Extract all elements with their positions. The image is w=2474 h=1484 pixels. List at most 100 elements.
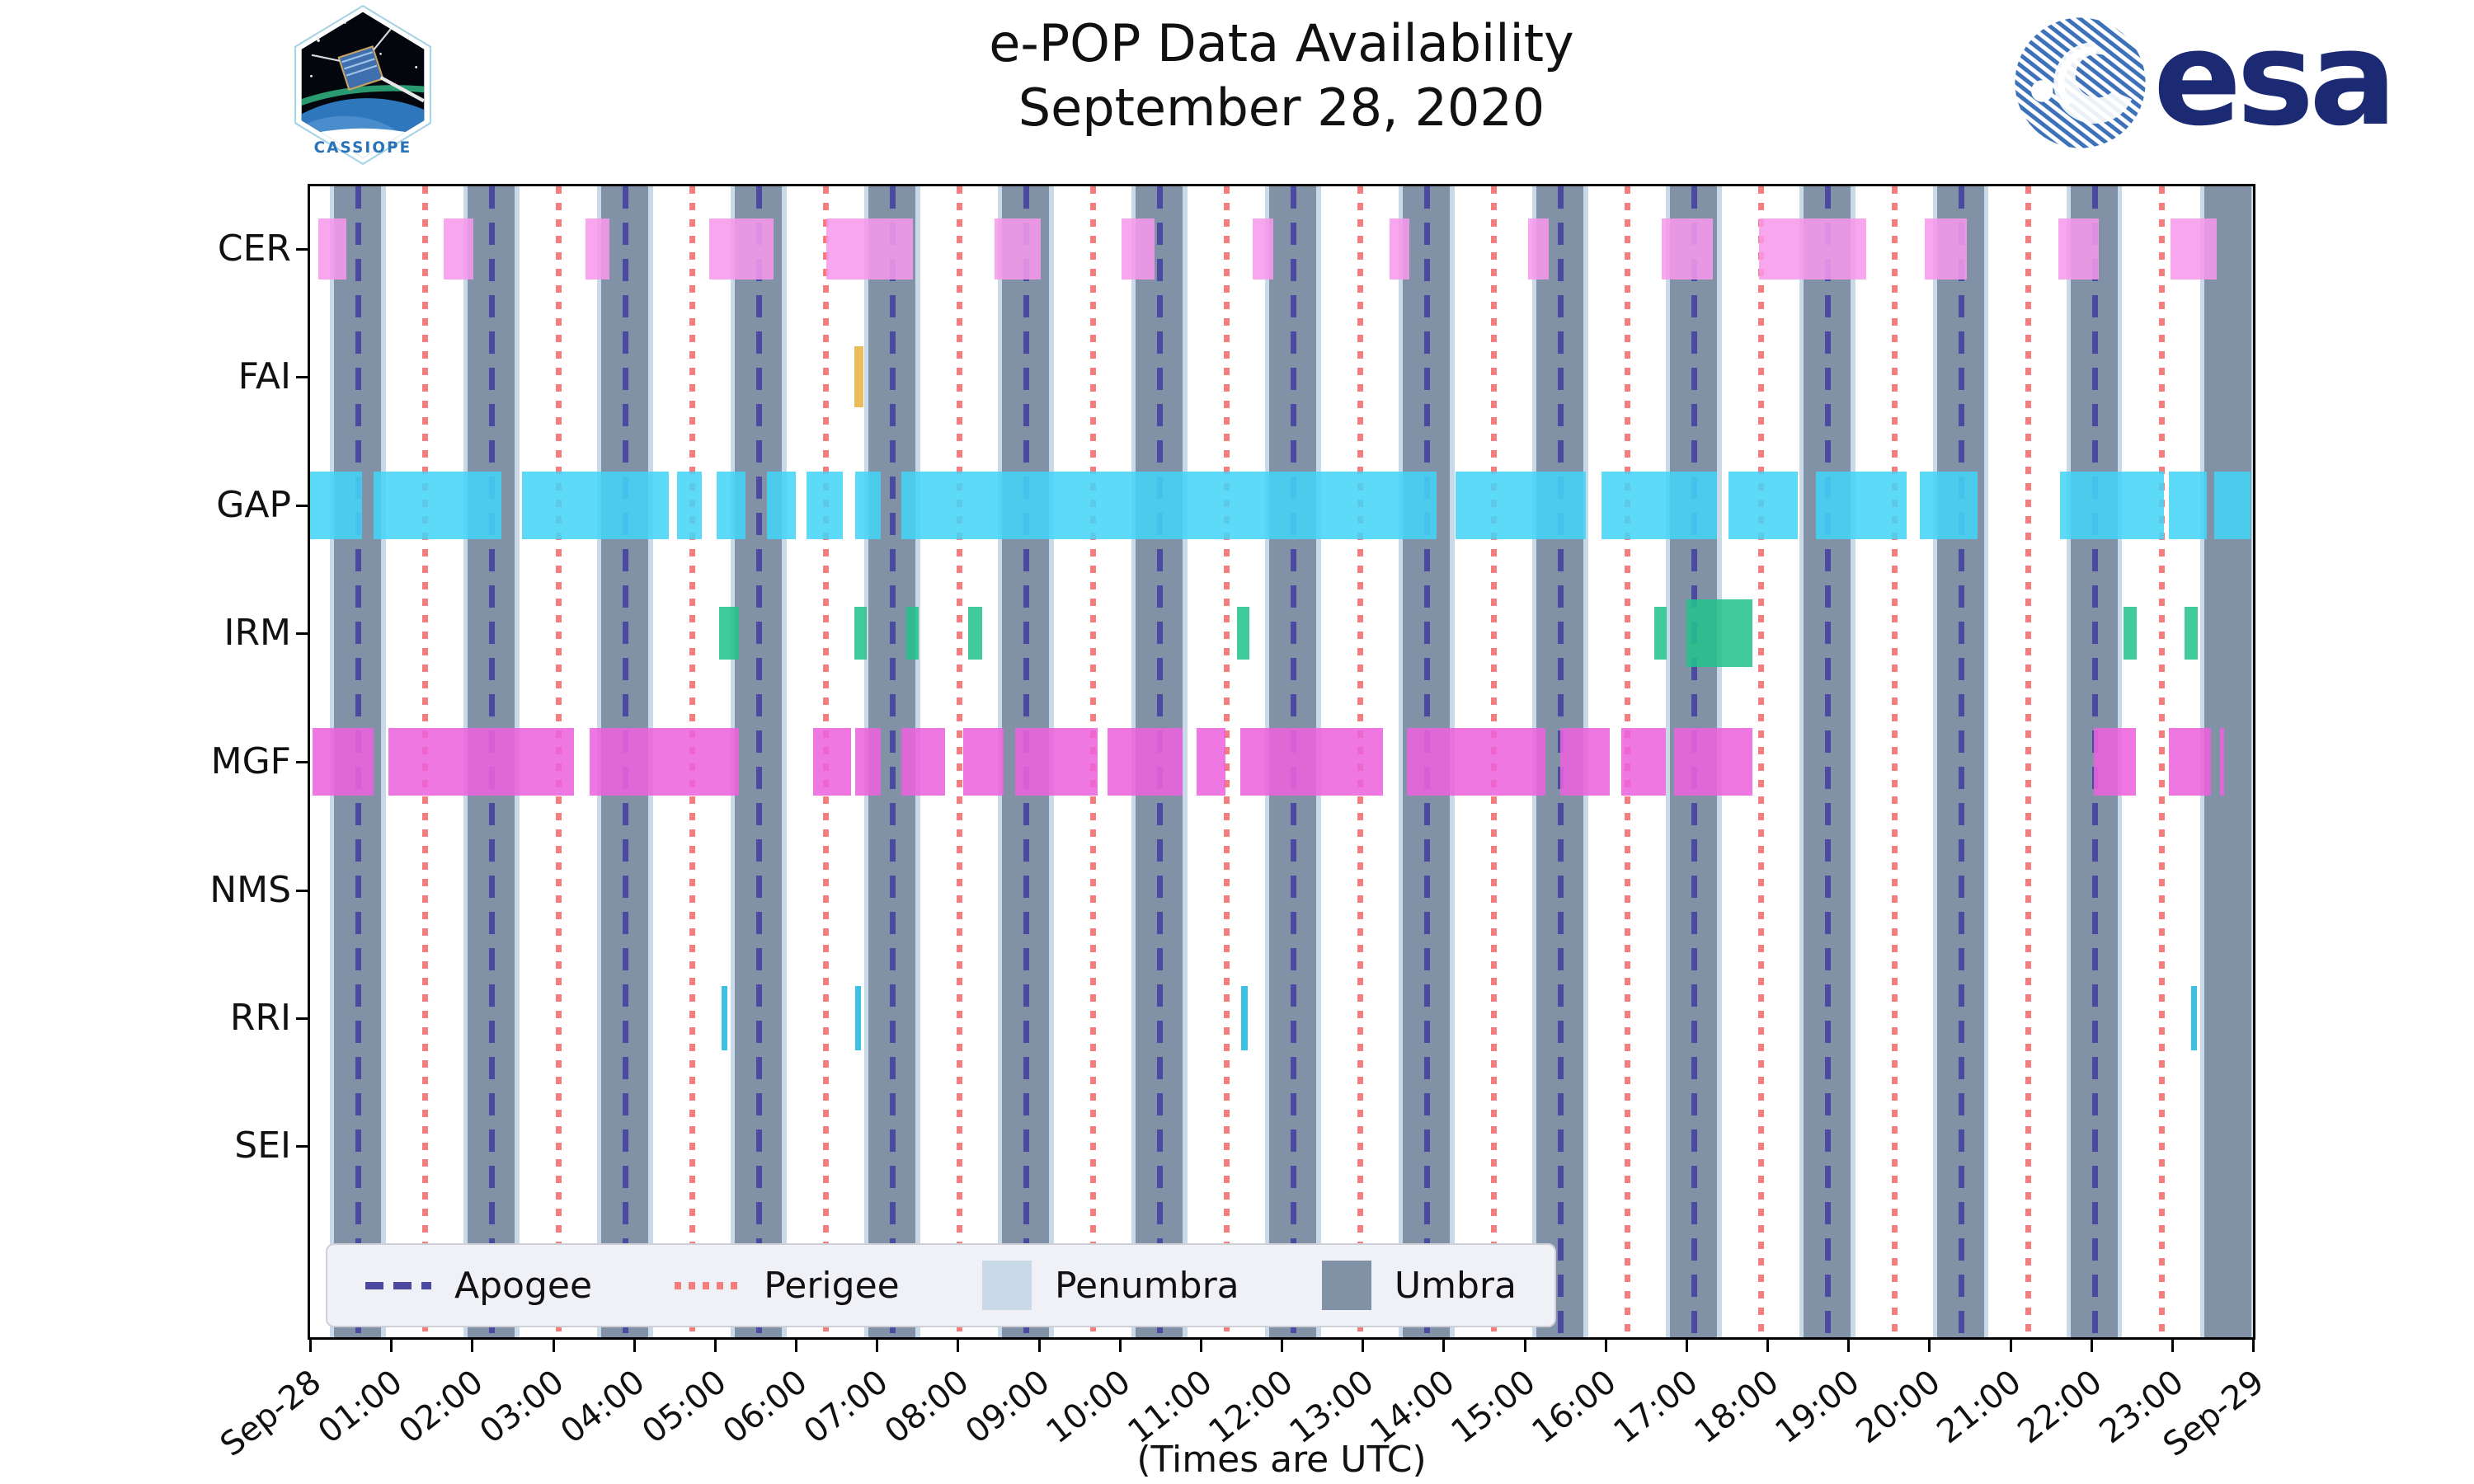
availability-bar-IRM (1653, 607, 1667, 660)
x-axis-tick (713, 1340, 717, 1352)
availability-bar-CER (994, 218, 1042, 279)
availability-bar-MGF (2093, 728, 2136, 796)
availability-bar-CER (585, 218, 610, 279)
legend-label: Umbra (1394, 1264, 1517, 1307)
x-axis-tick-label: 01:00 (311, 1363, 410, 1452)
esa-globe-icon (2015, 17, 2146, 148)
apogee-line (1824, 186, 1831, 1337)
availability-bar-MGF (1015, 728, 1098, 796)
umbra-patch-icon (1321, 1261, 1371, 1310)
availability-bar-CER (1252, 218, 1274, 279)
x-axis-tick-label: 20:00 (1849, 1363, 1948, 1452)
availability-bar-GAP (373, 472, 501, 539)
x-axis-tick (2009, 1340, 2012, 1352)
legend: Apogee Perigee Penumbra Umbra (326, 1243, 1556, 1327)
x-axis-tick (795, 1340, 797, 1352)
umbra-band (2204, 186, 2252, 1337)
availability-bar-CER (1389, 218, 1410, 279)
esa-wordmark: esa (2153, 2, 2397, 155)
y-axis-label-FAI: FAI (238, 355, 291, 397)
x-axis-tick (1604, 1340, 1607, 1352)
x-axis-tick (390, 1340, 393, 1352)
availability-bar-IRM (854, 607, 868, 660)
availability-bar-MGF (1407, 728, 1546, 796)
x-axis-tick (633, 1340, 636, 1352)
y-axis-tick (296, 761, 308, 763)
x-axis-tick-label: 05:00 (635, 1363, 734, 1452)
x-axis-tick (1037, 1340, 1041, 1352)
chart-title-block: e-POP Data Availability September 28, 20… (787, 12, 1776, 140)
perigee-line (1757, 186, 1764, 1337)
availability-bar-MGF (963, 728, 1004, 796)
availability-bar-GAP (1601, 472, 1718, 539)
availability-bar-GAP (2213, 472, 2251, 539)
availability-bar-MGF (1239, 728, 1383, 796)
availability-bar-MGF (1196, 728, 1226, 796)
y-axis-tick (296, 505, 308, 507)
x-axis-tick-label: 21:00 (1930, 1363, 2029, 1452)
legend-label: Apogee (454, 1264, 593, 1307)
x-axis-tick (876, 1340, 879, 1352)
legend-item-umbra: Umbra (1321, 1261, 1517, 1310)
x-axis-tick (1442, 1340, 1446, 1352)
x-axis-tick-label: 19:00 (1768, 1363, 1867, 1452)
y-axis-tick (296, 890, 308, 892)
availability-bar-FAI (854, 346, 864, 407)
availability-bar-CER (2058, 218, 2100, 279)
x-axis-tick (1523, 1340, 1526, 1352)
availability-bar-CER (443, 218, 474, 279)
x-axis-tick (1928, 1340, 1931, 1352)
x-axis-tick (1766, 1340, 1769, 1352)
perigee-line (1223, 186, 1230, 1337)
availability-bar-GAP (1456, 472, 1587, 539)
availability-bar-GAP (2168, 472, 2208, 539)
availability-bar-RRI (854, 986, 861, 1050)
availability-bar-GAP (716, 472, 746, 539)
availability-bar-MGF (2168, 728, 2211, 796)
x-axis-label: (Times are UTC) (1136, 1439, 1427, 1481)
availability-bar-GAP (766, 472, 796, 539)
x-axis-tick-label: 03:00 (473, 1363, 571, 1452)
availability-bar-GAP (522, 472, 669, 539)
plot-area (308, 184, 2255, 1340)
x-axis-tick (2090, 1340, 2093, 1352)
availability-bar-GAP (854, 472, 882, 539)
x-axis-tick (2252, 1340, 2255, 1352)
perigee-line (2158, 186, 2165, 1337)
apogee-line (755, 186, 762, 1337)
x-axis-tick (1685, 1340, 1688, 1352)
availability-bar-IRM (718, 607, 740, 660)
availability-bar-GAP (310, 472, 362, 539)
y-axis-tick (296, 376, 308, 378)
availability-bar-MGF (1559, 728, 1610, 796)
y-axis-tick (296, 1017, 308, 1020)
availability-bar-GAP (806, 472, 843, 539)
legend-item-penumbra: Penumbra (981, 1261, 1239, 1310)
availability-bar-IRM (1237, 607, 1249, 660)
availability-bar-GAP (1919, 472, 1978, 539)
legend-item-apogee: Apogee (365, 1265, 592, 1307)
y-axis-label-IRM: IRM (223, 612, 291, 654)
x-axis-tick (1362, 1340, 1365, 1352)
availability-bar-MGF (854, 728, 882, 796)
chart-subtitle: September 28, 2020 (1018, 77, 1545, 138)
availability-bar-IRM (1686, 599, 1753, 667)
availability-bar-MGF (589, 728, 740, 796)
x-axis-tick-label: Sep-28 (214, 1363, 329, 1464)
availability-bar-CER (1759, 218, 1866, 279)
availability-bar-RRI (2191, 986, 2198, 1050)
availability-bar-CER (1528, 218, 1549, 279)
availability-bar-CER (2170, 218, 2217, 279)
legend-label: Penumbra (1054, 1264, 1239, 1307)
availability-bar-GAP (1728, 472, 1799, 539)
y-axis-tick (296, 632, 308, 635)
availability-bar-CER (1925, 218, 1968, 279)
x-axis-tick-label: 02:00 (392, 1363, 491, 1452)
apogee-dashed-line-icon (365, 1281, 431, 1289)
y-axis-tick (296, 1145, 308, 1148)
chart-title: e-POP Data Availability (989, 13, 1574, 73)
availability-bar-MGF (901, 728, 945, 796)
legend-label: Perigee (764, 1264, 900, 1307)
availability-bar-CER (1121, 218, 1155, 279)
